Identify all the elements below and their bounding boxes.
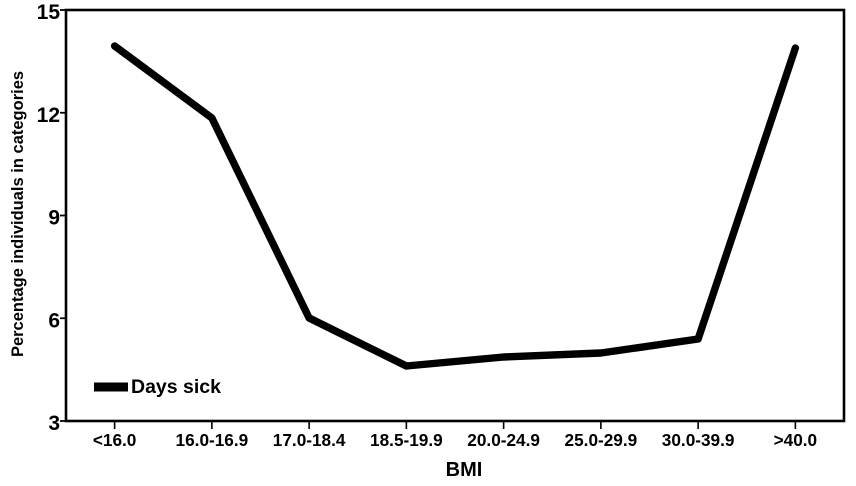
svg-text:>40.0: >40.0 [774,430,818,450]
svg-text:6: 6 [48,309,60,332]
svg-text:3: 3 [48,412,60,435]
svg-text:Days sick: Days sick [131,376,221,398]
svg-text:<16.0: <16.0 [93,430,137,450]
svg-text:12: 12 [37,104,60,127]
svg-text:25.0-29.9: 25.0-29.9 [565,430,638,450]
svg-text:16.0-16.9: 16.0-16.9 [176,430,249,450]
svg-text:20.0-24.9: 20.0-24.9 [467,430,540,450]
svg-text:30.0-39.9: 30.0-39.9 [662,430,735,450]
svg-text:BMI: BMI [446,459,483,481]
svg-text:15: 15 [37,1,61,24]
svg-text:9: 9 [48,207,60,230]
svg-text:18.5-19.9: 18.5-19.9 [370,430,443,450]
svg-text:17.0-18.4: 17.0-18.4 [273,430,346,450]
svg-text:Percentage individuals in cate: Percentage individuals in categories [9,71,27,357]
